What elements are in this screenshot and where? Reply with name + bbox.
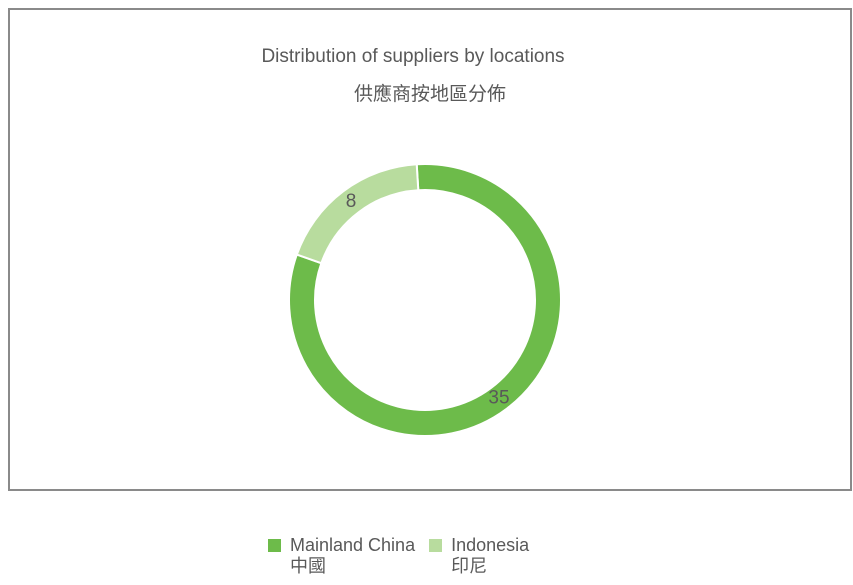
- legend-label: Mainland China 中國: [290, 535, 416, 576]
- donut-segment: [295, 163, 420, 265]
- chart-subtitle: 供應商按地區分佈: [354, 82, 506, 105]
- chart: Distribution of suppliers by locations 供…: [8, 8, 852, 491]
- donut-segment: [288, 163, 562, 437]
- legend-item: Indonesia 印尼: [429, 535, 529, 577]
- legend-swatch: [429, 539, 443, 552]
- data-label: 35: [488, 387, 509, 408]
- legend-label: Indonesia 印尼: [451, 535, 530, 576]
- legend: Mainland China 中國 Indonesia 印尼: [268, 535, 529, 577]
- data-label: 8: [346, 191, 357, 212]
- legend-item: Mainland China 中國: [268, 535, 415, 577]
- chart-title: Distribution of suppliers by locations: [261, 46, 564, 67]
- legend-swatch: [268, 539, 281, 552]
